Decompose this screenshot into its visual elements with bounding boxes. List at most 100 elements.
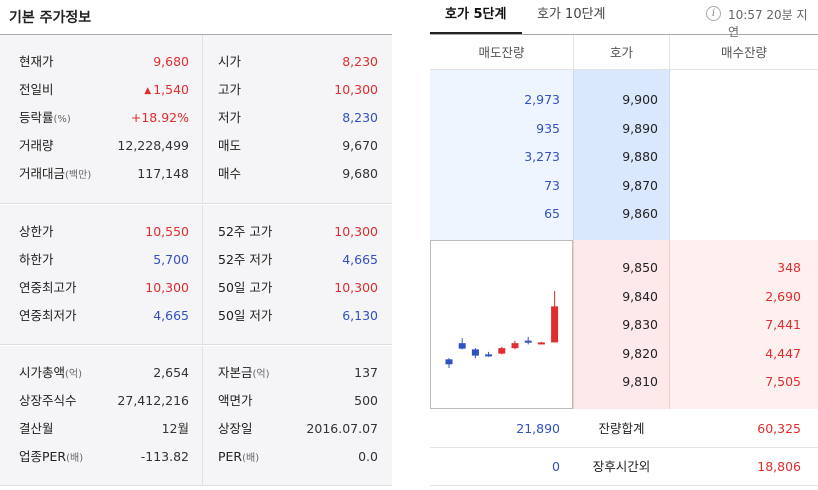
- tab-10-level[interactable]: 호가 10단계: [537, 7, 606, 22]
- field-label: 매수: [218, 166, 242, 181]
- field-value: 10,550: [145, 224, 189, 239]
- field-value: 117,148: [137, 166, 189, 181]
- field-value: 10,300: [334, 280, 378, 295]
- field-value: 27,412,216: [117, 393, 189, 408]
- field-label: 현재가: [19, 54, 54, 69]
- unit-label: (배): [66, 453, 84, 464]
- bid-price[interactable]: 9,840: [622, 288, 658, 304]
- candle-body: [537, 342, 545, 345]
- field-value: 2016.07.07: [306, 421, 378, 436]
- field-label: 결산월: [19, 421, 54, 436]
- bid-price[interactable]: 9,830: [622, 317, 658, 332]
- stock-info-row: 결산월 12월 상장일 2016.07.07: [0, 418, 392, 440]
- sell-qty-area: [430, 70, 573, 240]
- divider: [0, 34, 392, 35]
- stock-info-row: 하한가 5,700 52주 저가 4,665: [0, 249, 392, 271]
- field-value: 2,654: [153, 365, 189, 380]
- after-hours-label: 장후시간외: [592, 459, 651, 474]
- field-value: 5,700: [153, 252, 189, 267]
- candle-body: [445, 359, 453, 365]
- header-buy-qty: 매수잔량: [670, 35, 818, 70]
- stock-info-row: 거래대금(백만) 117,148 매수 9,680: [0, 163, 392, 185]
- column-divider: [202, 346, 203, 485]
- field-value: 12월: [161, 421, 189, 436]
- column-divider: [202, 35, 203, 203]
- ask-price[interactable]: 9,890: [622, 120, 658, 136]
- field-value: 6,130: [342, 308, 378, 323]
- candle-body: [458, 343, 466, 349]
- limit-section: 상한가 10,550 52주 고가 10,300 하한가 5,700 52주 저가 4,665…: [0, 205, 392, 345]
- field-value: 9,680: [342, 166, 378, 181]
- bid-price[interactable]: 9,810: [622, 374, 658, 389]
- field-label: 등락률(%): [19, 110, 71, 125]
- field-value: 137: [354, 365, 378, 380]
- field-label: 고가: [218, 82, 242, 97]
- bid-price[interactable]: 9,820: [622, 345, 658, 361]
- bid-price[interactable]: 9,850: [622, 260, 658, 275]
- sell-qty: 73: [544, 177, 560, 193]
- field-value: 0.0: [358, 449, 378, 464]
- up-arrow-icon: ▲: [144, 86, 152, 96]
- candle-body: [471, 349, 479, 356]
- ask-price[interactable]: 9,900: [622, 92, 658, 107]
- after-hours-row: 0 장후시간외 18,806: [430, 448, 818, 486]
- buy-qty: 348: [777, 260, 801, 275]
- field-label: 연중최고가: [19, 280, 77, 295]
- buy-qty: 7,441: [765, 317, 801, 332]
- active-tab-indicator: [430, 32, 522, 34]
- field-label: 거래량: [19, 138, 54, 153]
- field-value: 10,300: [334, 82, 378, 97]
- sell-qty: 2,973: [524, 92, 560, 107]
- stock-info-row: 연중최고가 10,300 50일 고가 10,300: [0, 277, 392, 299]
- field-value: 10,300: [334, 224, 378, 239]
- stock-info-row: 거래량 12,228,499 매도 9,670: [0, 135, 392, 157]
- stock-info-row: 등락률(%) +18.92% 저가 8,230: [0, 107, 392, 129]
- stock-info-row: 전일비 ▲ 1,540 고가 10,300: [0, 79, 392, 101]
- sell-qty: 65: [544, 206, 560, 221]
- field-label: 저가: [218, 110, 242, 125]
- total-label: 잔량합계: [598, 421, 645, 436]
- divider: [430, 34, 818, 35]
- field-value: 8,230: [342, 54, 378, 69]
- stock-info-row: 시가총액(억) 2,654 자본금(억) 137: [0, 362, 392, 384]
- unit-label: (배): [242, 453, 260, 464]
- orderbook-panel: 호가 5단계 호가 10단계 i 10:57 20분 지연 매도잔량 호가 매수…: [430, 0, 818, 490]
- field-label: 전일비: [19, 82, 54, 97]
- candle-body: [524, 340, 532, 343]
- total-remaining-row: 21,890 잔량합계 60,325: [430, 410, 818, 448]
- buy-qty-area: [670, 240, 818, 409]
- unit-label: (억): [252, 369, 270, 380]
- field-label: 액면가: [218, 393, 253, 408]
- buy-price-area: [573, 240, 670, 409]
- info-icon[interactable]: i: [706, 6, 721, 21]
- field-value: 9,680: [153, 54, 189, 69]
- stock-info-row: 업종PER(배) -113.82 PER(배) 0.0: [0, 446, 392, 468]
- field-label: 상한가: [19, 224, 54, 239]
- mini-candle-chart: [430, 240, 573, 409]
- fundamentals-section: 시가총액(억) 2,654 자본금(억) 137 상장주식수 27,412,216 액면가 5…: [0, 346, 392, 486]
- field-value: +18.92%: [130, 110, 189, 125]
- field-label: 상장일: [218, 421, 253, 436]
- sell-price-area: [573, 70, 670, 240]
- field-label: 50일 고가: [218, 280, 273, 295]
- ask-price[interactable]: 9,870: [622, 177, 658, 193]
- candle-body: [498, 348, 506, 354]
- total-sell-qty: 21,890: [516, 421, 560, 436]
- ask-price[interactable]: 9,860: [622, 206, 658, 221]
- field-value: 10,300: [145, 280, 189, 295]
- stock-info-row: 상한가 10,550 52주 고가 10,300: [0, 221, 392, 243]
- candle-body: [551, 306, 559, 343]
- field-value: 500: [354, 393, 378, 408]
- panel-title: 기본 주가정보: [9, 10, 92, 26]
- field-value: 4,665: [342, 252, 378, 267]
- stock-info-row: 현재가 9,680 시가 8,230: [0, 51, 392, 73]
- field-value: -113.82: [140, 449, 189, 464]
- field-label: 52주 저가: [218, 252, 273, 267]
- tab-5-level[interactable]: 호가 5단계: [445, 7, 507, 22]
- total-buy-qty: 60,325: [757, 421, 801, 436]
- buy-qty: 2,690: [765, 288, 801, 304]
- ask-price[interactable]: 9,880: [622, 149, 658, 164]
- field-label: 시가: [218, 54, 242, 69]
- buy-blank-area: [670, 70, 818, 240]
- header-sell-qty: 매도잔량: [430, 35, 573, 70]
